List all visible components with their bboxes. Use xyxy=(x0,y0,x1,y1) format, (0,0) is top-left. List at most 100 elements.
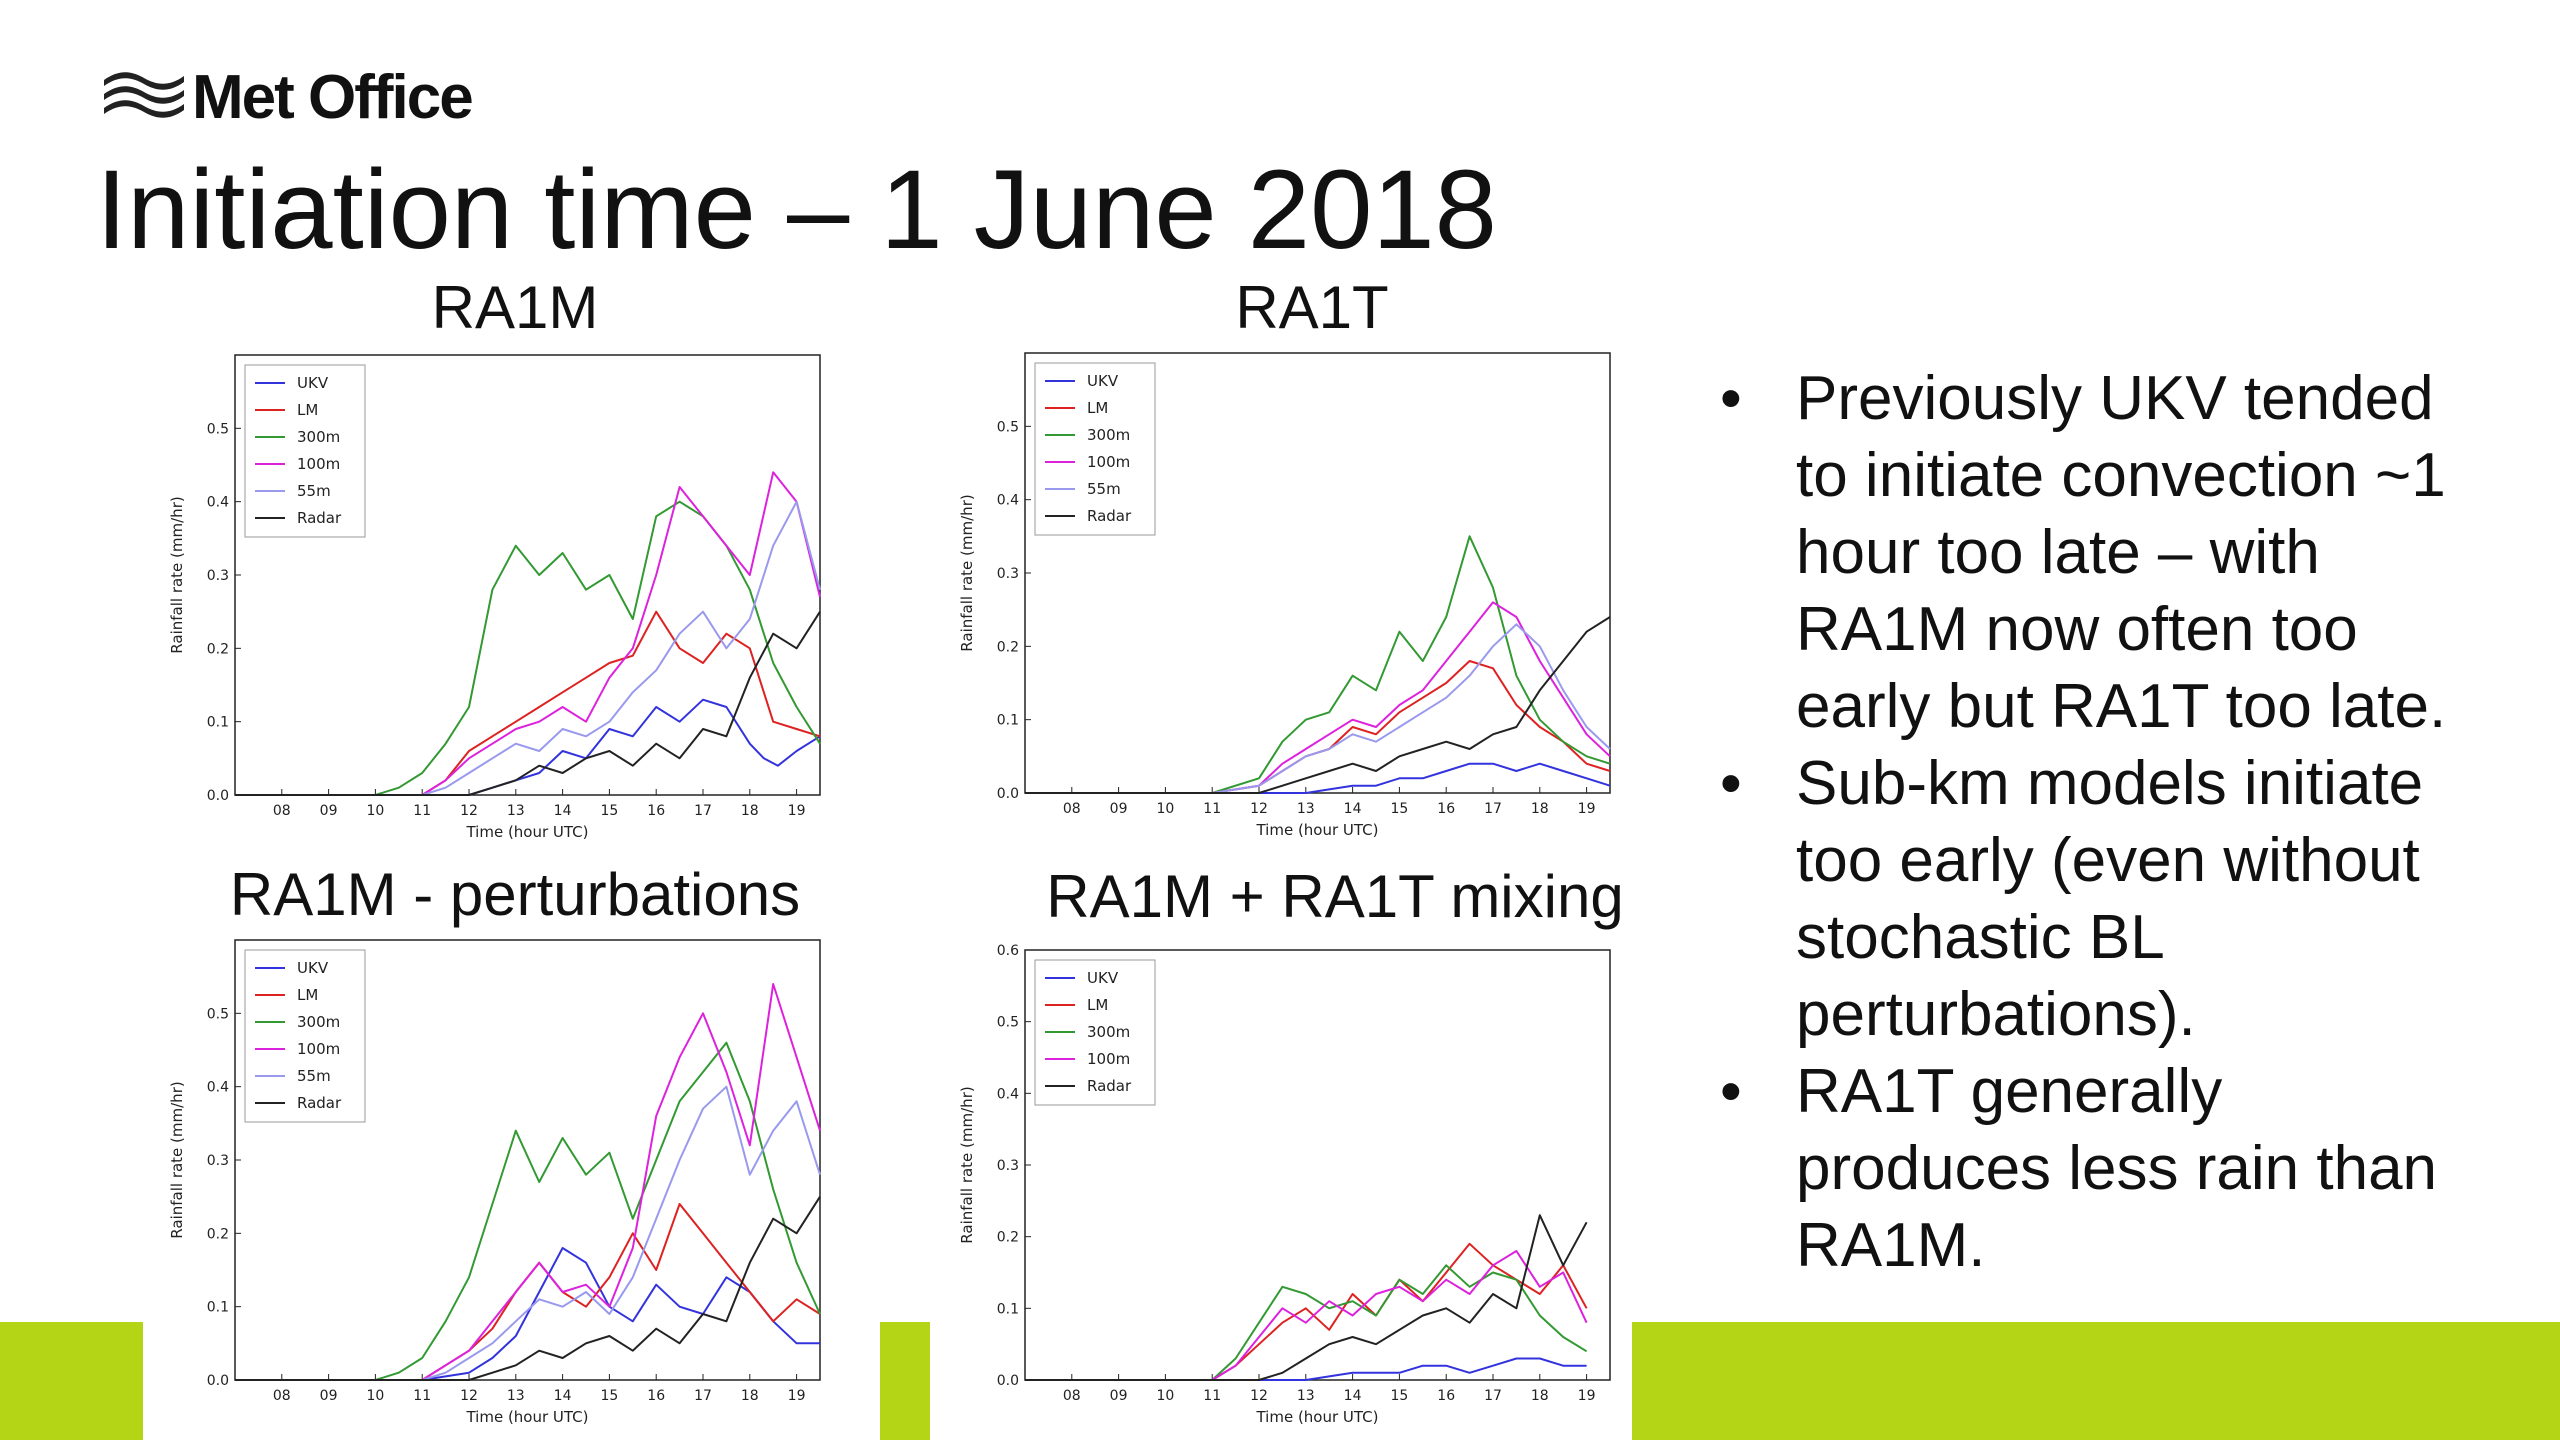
x-tick-label: 11 xyxy=(413,1388,431,1404)
y-tick-label: 0.2 xyxy=(207,641,229,657)
series-line-100m xyxy=(235,983,821,1381)
x-tick-label: 18 xyxy=(1531,1388,1549,1404)
y-tick-label: 0.2 xyxy=(997,1230,1019,1246)
x-axis-label: Time (hour UTC) xyxy=(1255,821,1378,839)
x-tick-label: 14 xyxy=(554,1388,572,1404)
legend-label: Radar xyxy=(297,509,342,527)
y-tick-label: 0.2 xyxy=(207,1226,229,1242)
x-tick-label: 13 xyxy=(507,1388,525,1404)
x-tick-label: 18 xyxy=(1531,801,1549,817)
series-line-55m xyxy=(1025,623,1611,794)
panel-title-ra1m-ra1t-mixing: RA1M + RA1T mixing xyxy=(1046,863,1624,930)
series-line-100m xyxy=(235,471,821,796)
logo-text: Met Office xyxy=(192,62,474,132)
met-office-logo: Met Office xyxy=(100,62,474,132)
y-tick-label: 0.3 xyxy=(997,566,1019,582)
legend-box xyxy=(1034,362,1156,536)
legend-label: UKV xyxy=(297,374,329,392)
slide-title: Initiation time – 1 June 2018 xyxy=(96,147,1497,272)
y-tick-label: 0.5 xyxy=(997,419,1019,435)
x-tick-label: 16 xyxy=(647,803,665,819)
x-tick-label: 16 xyxy=(647,1388,665,1404)
y-tick-label: 0.1 xyxy=(997,1301,1019,1317)
series-line-radar xyxy=(1025,616,1611,794)
series-line-radar xyxy=(235,611,821,796)
chart-ra1m-ra1t-mixing: 0.0 0.1 0.2 0.3 0.4 0.5 0.6 08 09 10 11 12 13 14 15 16 1… xyxy=(958,943,1611,1426)
y-tick-label: 0.4 xyxy=(997,493,1019,509)
bullet-dot: • xyxy=(1720,364,1742,433)
legend-label: 300m xyxy=(1087,426,1130,444)
x-tick-label: 11 xyxy=(1203,801,1221,817)
bullet-text: RA1T generally produces less rain than R… xyxy=(1796,1057,2438,1280)
x-axis-label: Time (hour UTC) xyxy=(1255,1408,1378,1426)
x-tick-label: 10 xyxy=(366,1388,384,1404)
x-tick-label: 09 xyxy=(320,803,338,819)
legend-label: 100m xyxy=(1087,1050,1130,1068)
y-axis-label: Rainfall rate (mm/hr) xyxy=(168,496,186,653)
legend-label: UKV xyxy=(1087,372,1119,390)
y-axis-label: Rainfall rate (mm/hr) xyxy=(958,1086,976,1243)
x-tick-label: 12 xyxy=(460,803,478,819)
series-line-55m xyxy=(235,1085,821,1381)
bullet-dot: • xyxy=(1720,1057,1742,1126)
legend-label: Radar xyxy=(1087,507,1132,525)
bullet-item: • RA1T generally produces less rain than … xyxy=(1700,1053,2480,1284)
x-axis-label: Time (hour UTC) xyxy=(465,823,588,841)
legend-label: 100m xyxy=(297,1040,340,1058)
x-tick-label: 10 xyxy=(366,803,384,819)
y-tick-label: 0.0 xyxy=(997,1373,1019,1389)
series-line-ukv xyxy=(1025,762,1611,794)
accent-band-left xyxy=(0,1322,143,1440)
bullet-text: Sub-km models initiate too early (even w… xyxy=(1796,749,2424,1049)
x-tick-label: 10 xyxy=(1156,801,1174,817)
y-tick-label: 0.1 xyxy=(207,1300,229,1316)
x-tick-label: 13 xyxy=(1297,801,1315,817)
y-tick-label: 0.6 xyxy=(997,943,1019,959)
y-tick-label: 0.0 xyxy=(207,1373,229,1389)
x-tick-label: 11 xyxy=(1203,1388,1221,1404)
panel-title-ra1t: RA1T xyxy=(1235,274,1389,341)
y-tick-label: 0.0 xyxy=(997,786,1019,802)
legend-label: LM xyxy=(1087,996,1108,1014)
x-tick-label: 15 xyxy=(600,803,618,819)
series-line-radar xyxy=(235,1196,821,1381)
x-tick-label: 11 xyxy=(413,803,431,819)
chart-ra1t: 0.0 0.1 0.2 0.3 0.4 0.5 08 09 10 11 12 13 14 15 16 17 18… xyxy=(958,352,1611,839)
legend-label: 300m xyxy=(1087,1023,1130,1041)
x-tick-label: 18 xyxy=(741,1388,759,1404)
y-tick-label: 0.3 xyxy=(207,568,229,584)
x-tick-label: 09 xyxy=(320,1388,338,1404)
y-tick-label: 0.5 xyxy=(207,421,229,437)
legend-label: 300m xyxy=(297,428,340,446)
bullet-item: • Previously UKV tended to initiate conve… xyxy=(1700,360,2480,745)
x-axis-label: Time (hour UTC) xyxy=(465,1408,588,1426)
series-line-55m xyxy=(235,500,821,796)
x-tick-label: 12 xyxy=(460,1388,478,1404)
legend-label: UKV xyxy=(1087,969,1119,987)
accent-band-right xyxy=(1632,1322,2560,1440)
x-tick-label: 08 xyxy=(1063,801,1081,817)
x-tick-label: 19 xyxy=(1578,801,1596,817)
legend-label: Radar xyxy=(297,1094,342,1112)
panel-title-ra1m: RA1M xyxy=(431,274,599,341)
panel-title-ra1m-perturbations: RA1M - perturbations xyxy=(229,861,801,928)
bullet-text: Previously UKV tended to initiate convec… xyxy=(1796,364,2447,741)
x-tick-label: 14 xyxy=(554,803,572,819)
x-tick-label: 17 xyxy=(1484,801,1502,817)
series-line-ukv xyxy=(1025,1357,1587,1381)
met-office-wave-icon xyxy=(104,72,184,118)
y-tick-label: 0.1 xyxy=(207,715,229,731)
x-tick-label: 17 xyxy=(694,803,712,819)
x-tick-label: 13 xyxy=(507,803,525,819)
legend-label: 100m xyxy=(1087,453,1130,471)
x-tick-label: 16 xyxy=(1437,1388,1455,1404)
x-tick-label: 19 xyxy=(788,803,806,819)
legend-box xyxy=(244,949,366,1123)
legend-label: 55m xyxy=(1087,480,1121,498)
chart-ra1m-perturbations: 0.0 0.1 0.2 0.3 0.4 0.5 08 09 10 11 12 13 14 15 16 17 18… xyxy=(168,939,821,1426)
legend-label: 100m xyxy=(297,455,340,473)
y-axis-label: Rainfall rate (mm/hr) xyxy=(168,1081,186,1238)
chart-ra1m: 0.0 0.1 0.2 0.3 0.4 0.5 08 09 10 11 12 13 14 15 16 17 18… xyxy=(168,354,821,841)
legend-label: 55m xyxy=(297,482,331,500)
legend-label: LM xyxy=(297,986,318,1004)
